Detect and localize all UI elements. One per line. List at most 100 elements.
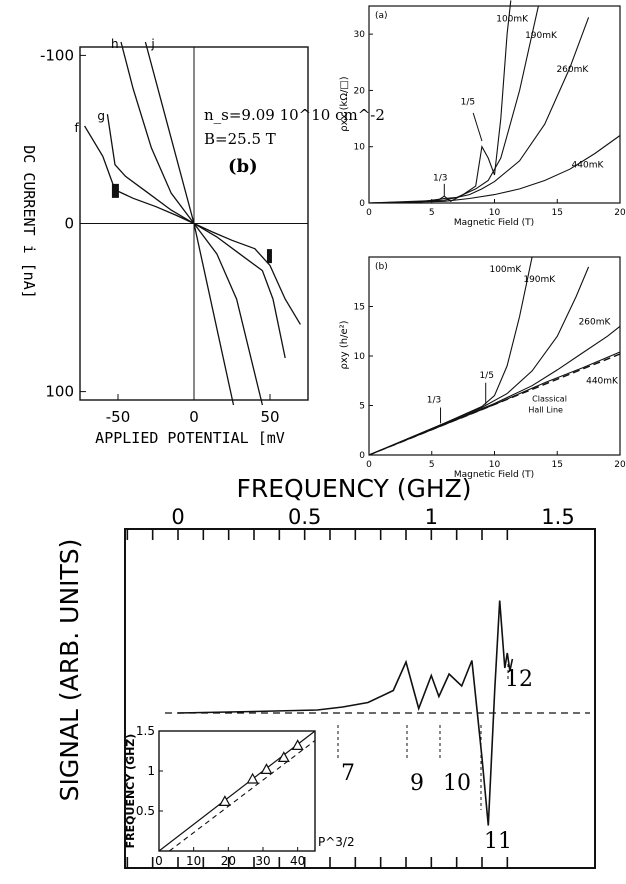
plot-frame [124, 528, 596, 869]
x-tick-label: 0 [366, 208, 372, 218]
arrow-1-5 [472, 112, 483, 142]
panel-label: (b) [228, 156, 258, 177]
classical-hall-label-1: Classical [532, 395, 567, 404]
y-tick-label: 1.5 [136, 724, 155, 738]
x-axis-label: Magnetic Field (T) [454, 470, 534, 480]
x-tick-label: 0 [189, 408, 199, 426]
x-tick-label: 10 [489, 460, 501, 470]
x-tick-label: 20 [614, 460, 626, 470]
x-tick-label: 20 [221, 854, 236, 868]
series-label: 190mK [525, 31, 558, 41]
x-tick-label: 15 [552, 460, 563, 470]
series-line [368, 325, 621, 456]
x-tick-label: 5 [429, 208, 435, 218]
series-label: j [150, 37, 154, 51]
y-tick-label: 5 [359, 402, 365, 412]
x-tick-label: 40 [290, 854, 305, 868]
data-point-triangle [277, 751, 290, 763]
fit-line-solid [158, 730, 316, 852]
plot-frame [368, 256, 621, 456]
y-axis-label: ρxx (kΩ/□) [339, 76, 350, 132]
y-axis-label: SIGNAL (ARB. UNITS) [55, 539, 84, 802]
field-annotation: B=25.5 T [204, 130, 276, 148]
rhoxx-chart: 0 5 10 15 20 0 10 20 30 100mK 190mK 260mK 440mK 1/3 1/… [339, 0, 626, 228]
y-tick-label: 0 [64, 215, 74, 233]
series-label: 440mK [572, 161, 605, 171]
x-axis-label: APPLIED POTENTIAL [mV [95, 429, 285, 447]
y-tick-label: -100 [40, 46, 74, 64]
y-tick-label: 1 [147, 764, 155, 778]
data-point-triangle [291, 739, 304, 751]
inset-frequency-chart: 0 10 20 30 40 0.5 1 1.5 P^3/2 FREQUENCY (GHZ) [124, 724, 355, 868]
data-point-triangle [246, 772, 259, 784]
x-axis-label: P^3/2 [318, 835, 355, 849]
peak-label: 9 [410, 771, 424, 796]
data-point-triangle [218, 795, 231, 807]
series-line [368, 266, 590, 456]
annotation-1-5: 1/5 [479, 371, 493, 381]
peak-label: 12 [505, 667, 533, 692]
series-line [368, 17, 590, 204]
x-axis-label: FREQUENCY (GHZ) [236, 474, 471, 503]
x-tick-label: 0.5 [288, 505, 321, 529]
series-label: 100mK [489, 265, 522, 275]
y-tick-label: 100 [45, 383, 74, 401]
data-point-triangle [260, 763, 273, 775]
classical-hall-label-2: Hall Line [528, 405, 563, 414]
x-tick-label: 0 [366, 460, 372, 470]
series-label: 100mK [496, 14, 529, 24]
annotation-1-3: 1/3 [427, 396, 441, 406]
series-label: g [97, 109, 105, 123]
series-label: 260mK [556, 65, 589, 75]
y-tick-label: 0.5 [136, 804, 155, 818]
x-tick-label: 5 [429, 460, 435, 470]
series-label: 440mK [586, 377, 619, 387]
noise-band-right [266, 249, 272, 264]
series-line-h [120, 41, 264, 406]
y-tick-label: 0 [359, 451, 365, 461]
x-tick-label: 0 [155, 854, 163, 868]
x-tick-label: 30 [255, 854, 270, 868]
x-tick-label: 50 [260, 408, 279, 426]
series-line-j [144, 41, 235, 406]
annotation-1-5: 1/5 [461, 98, 475, 108]
peak-label: 11 [484, 829, 512, 854]
annotation-1-3: 1/3 [433, 173, 447, 183]
series-label: h [111, 37, 119, 51]
y-tick-label: 10 [354, 352, 366, 362]
y-tick-label: 0 [359, 199, 365, 209]
series-label: 260mK [579, 317, 612, 327]
panel-label: (b) [375, 262, 388, 272]
y-axis-label: ρxy (h/e²) [339, 320, 350, 369]
y-tick-label: 15 [354, 303, 365, 313]
series-label: f [75, 121, 80, 135]
y-axis-label: FREQUENCY (GHZ) [124, 734, 137, 849]
series-line-f [84, 125, 301, 325]
y-tick-label: 30 [354, 30, 366, 40]
y-tick-label: 20 [354, 86, 366, 96]
density-annotation: n_s=9.09 10^10 cm^-2 [204, 106, 385, 124]
x-axis-label: Magnetic Field (T) [454, 218, 534, 228]
series-line [368, 135, 621, 204]
x-tick-label: 1.5 [541, 505, 574, 529]
series-line [368, 5, 539, 204]
peak-label: 7 [341, 761, 355, 786]
x-tick-label: -50 [106, 408, 131, 426]
panel-label: (a) [375, 11, 388, 21]
series-line [368, 256, 533, 456]
x-tick-label: 20 [614, 208, 626, 218]
y-tick-label: 10 [354, 143, 366, 153]
series-label: 190mK [523, 275, 556, 285]
classical-hall-line [368, 353, 621, 456]
x-tick-label: 0 [171, 505, 184, 529]
y-axis-label: DC CURRENT i [nA] [20, 145, 38, 299]
x-tick-label: 10 [489, 208, 501, 218]
noise-band-left [111, 183, 119, 198]
x-tick-label: 15 [552, 208, 563, 218]
peak-label: 10 [443, 771, 471, 796]
fit-line-dashed [169, 740, 316, 852]
